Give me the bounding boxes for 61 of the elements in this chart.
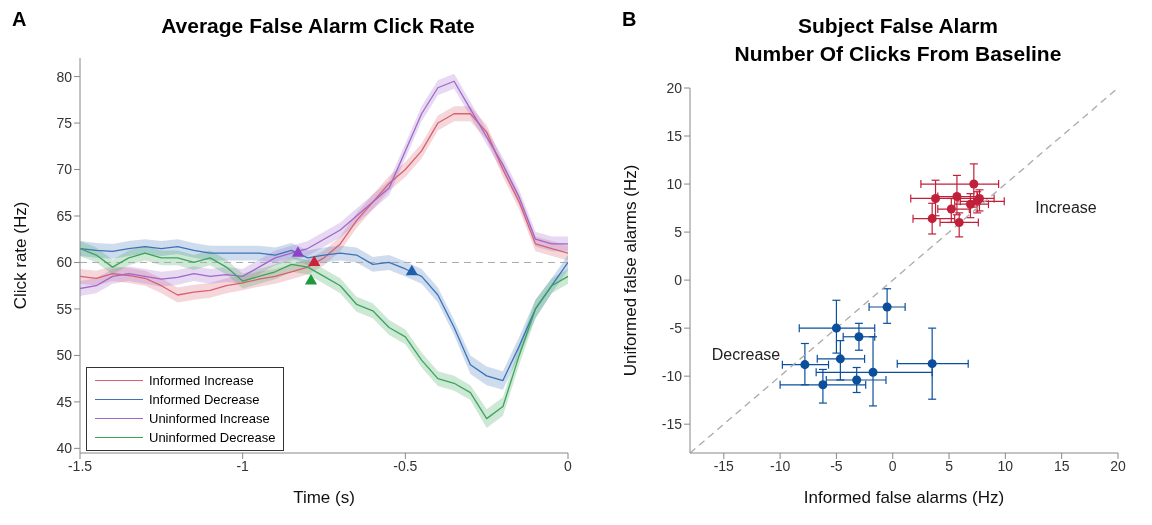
y-tick-label: -5 — [669, 320, 683, 337]
y-tick-label: 40 — [56, 440, 73, 457]
point — [831, 323, 841, 333]
point — [818, 380, 828, 390]
y-tick-label: 55 — [56, 300, 73, 317]
y-tick-label: 5 — [674, 224, 683, 241]
x-tick-label: -15 — [713, 457, 735, 474]
y-tick-label: -10 — [661, 368, 683, 385]
y-axis-title: Click rate (Hz) — [11, 201, 31, 310]
x-axis-title: Informed false alarms (Hz) — [803, 488, 1005, 507]
x-tick-label: 0 — [888, 457, 897, 474]
y-tick-label: 65 — [56, 207, 73, 224]
y-tick-label: 60 — [56, 254, 73, 271]
x-tick-label: -0.5 — [393, 457, 418, 474]
y-tick-label: 15 — [666, 128, 683, 144]
y-tick-label: 75 — [56, 115, 73, 132]
point — [291, 246, 305, 257]
x-tick-label: -5 — [830, 457, 843, 474]
x-axis-title: Time (s) — [293, 488, 355, 507]
x-tick-label: -1 — [236, 457, 250, 474]
point — [965, 199, 975, 209]
y-tick-label: 50 — [56, 347, 73, 364]
chart-title: Subject False Alarm Number Of Clicks From Baseline — [733, 13, 1063, 67]
point — [969, 179, 979, 189]
point — [927, 214, 937, 224]
point — [835, 354, 845, 364]
point — [800, 360, 810, 370]
point — [931, 193, 941, 203]
y-tick-label: 10 — [666, 176, 683, 193]
y-tick-label: 45 — [56, 393, 73, 410]
y-tick-label: 70 — [56, 161, 73, 178]
point — [304, 274, 318, 285]
chart-title: Average False Alarm Click Rate — [160, 13, 476, 39]
text: A — [12, 8, 27, 31]
y-tick-label: 0 — [674, 272, 683, 289]
point — [852, 375, 862, 385]
point — [308, 255, 321, 266]
y-tick-label: 20 — [666, 79, 683, 96]
point — [854, 332, 864, 342]
text: B — [622, 8, 637, 31]
point — [882, 302, 892, 312]
annotation: Decrease — [711, 346, 781, 364]
point — [405, 264, 418, 276]
point — [868, 367, 878, 377]
point — [927, 359, 937, 369]
x-tick-label: 0 — [564, 457, 573, 474]
legend-label: Uninformed Decrease — [149, 430, 276, 445]
x-tick-label: 10 — [997, 457, 1014, 474]
annotation: Increase — [1035, 199, 1097, 217]
y-tick-label: 80 — [56, 68, 73, 85]
x-tick-label: -1.5 — [67, 457, 93, 474]
y-tick-label: -15 — [661, 416, 683, 433]
legend-label: Uninformed Increase — [149, 411, 270, 426]
x-tick-label: 5 — [945, 457, 954, 474]
x-tick-label: -10 — [769, 457, 791, 474]
legend-label: Informed Increase — [149, 373, 254, 388]
point — [946, 204, 956, 214]
x-tick-label: 15 — [1053, 457, 1070, 474]
y-axis-title: Uniformed false alarms (Hz) — [621, 164, 641, 377]
legend-label: Informed Decrease — [149, 392, 260, 407]
x-tick-label: 20 — [1110, 457, 1126, 474]
